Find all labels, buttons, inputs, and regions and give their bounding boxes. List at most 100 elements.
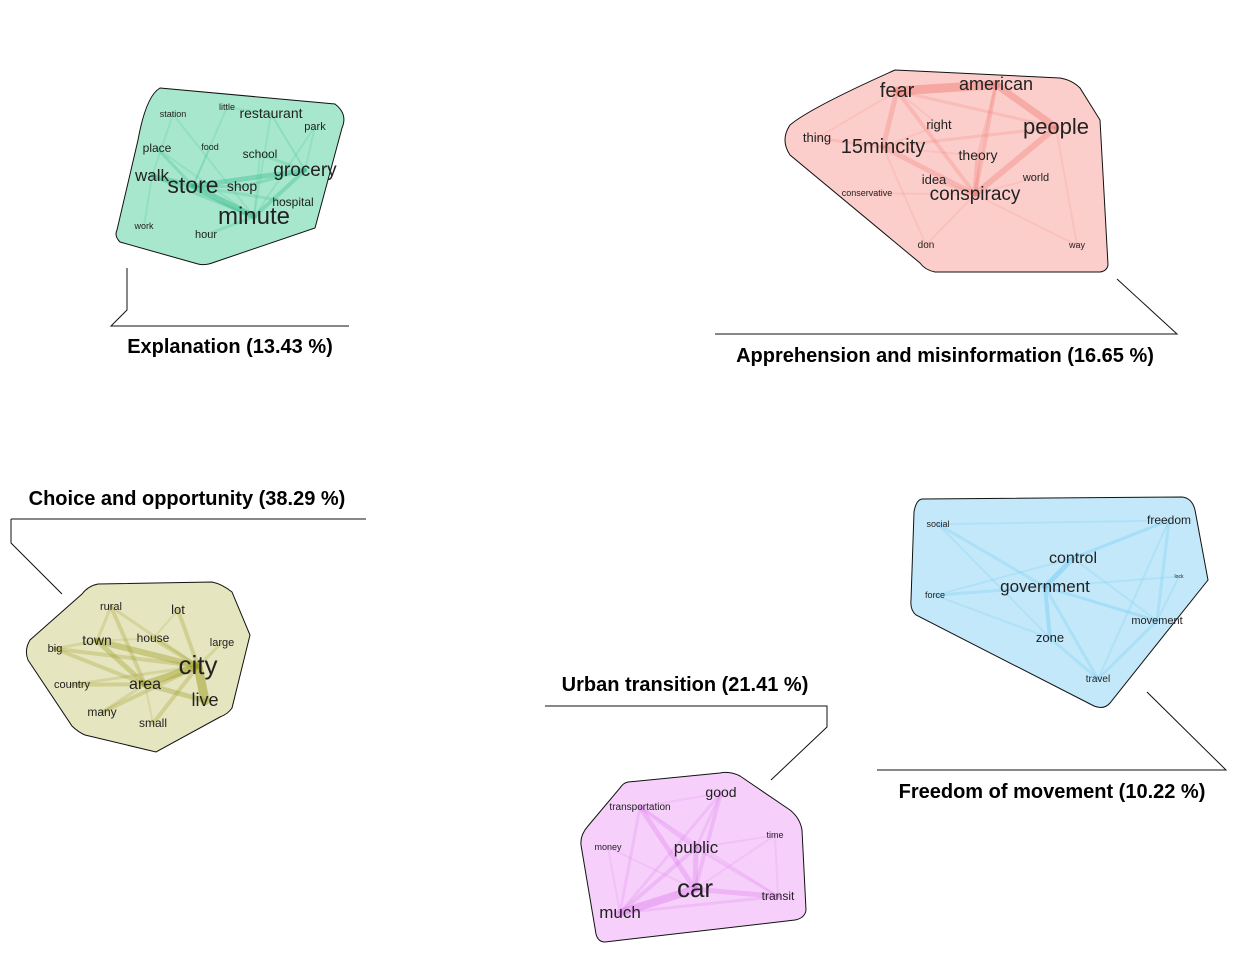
cooccurrence-edge <box>141 662 202 688</box>
cluster-title: Freedom of movement (10.22 %) <box>899 781 1206 803</box>
word-label: time <box>766 830 783 840</box>
word-label: don <box>918 240 935 251</box>
cooccurrence-edge <box>143 174 153 228</box>
cooccurrence-edge <box>815 136 885 149</box>
word-label: zone <box>1036 630 1064 645</box>
cooccurrence-edge <box>639 791 722 808</box>
cooccurrence-edge <box>933 585 1047 597</box>
cooccurrence-edge <box>192 146 211 188</box>
cooccurrence-edge <box>151 664 200 726</box>
cluster-edges <box>53 604 224 726</box>
word-label: thing <box>803 130 831 145</box>
cooccurrence-edge <box>937 519 1170 526</box>
word-label: fear <box>880 80 915 102</box>
word-label: place <box>143 141 172 155</box>
cooccurrence-edge <box>974 193 1078 247</box>
word-label: world <box>1022 172 1049 184</box>
cooccurrence-edge <box>881 125 1058 149</box>
cooccurrence-edge <box>880 88 900 150</box>
word-label: right <box>926 117 952 132</box>
word-label: control <box>1049 550 1097 567</box>
cooccurrence-edge <box>253 153 261 218</box>
cooccurrence-edge <box>1071 518 1171 560</box>
cooccurrence-edge <box>934 594 1051 640</box>
word-label: way <box>1068 240 1086 250</box>
cooccurrence-edge <box>192 106 228 188</box>
cooccurrence-edge <box>618 805 642 915</box>
cluster-freedom: social freedom control government lock force m… <box>877 496 1228 803</box>
cooccurrence-edge <box>692 886 781 899</box>
callout-line <box>545 705 828 781</box>
cooccurrence-edge <box>694 846 780 898</box>
word-label: shop <box>227 178 258 194</box>
cooccurrence-edge <box>866 192 976 196</box>
cooccurrence-edge <box>1042 555 1076 590</box>
cooccurrence-edge <box>176 608 200 669</box>
cluster-hull <box>580 771 807 943</box>
cooccurrence-edge <box>53 646 147 687</box>
cooccurrence-edge <box>109 605 200 668</box>
cooccurrence-edge <box>1055 126 1078 247</box>
cooccurrence-edge <box>96 637 154 642</box>
cooccurrence-edge <box>774 834 779 898</box>
cooccurrence-edge <box>1044 575 1180 588</box>
cluster-edges <box>815 80 1078 247</box>
cooccurrence-edge <box>974 176 1037 196</box>
word-label: school <box>243 147 278 161</box>
word-label: little <box>219 102 235 112</box>
word-label: minute <box>218 203 290 230</box>
word-label: big <box>48 643 63 655</box>
cooccurrence-edge <box>94 638 148 687</box>
cooccurrence-edge <box>144 683 154 725</box>
cooccurrence-edge <box>100 682 147 714</box>
word-label: restaurant <box>239 105 302 121</box>
cooccurrence-edge <box>992 81 1060 131</box>
word-label: country <box>54 679 91 691</box>
cooccurrence-edge <box>638 805 698 850</box>
cooccurrence-edge <box>694 834 776 891</box>
cooccurrence-edge <box>934 557 1074 597</box>
word-label: government <box>1000 577 1090 596</box>
word-label: house <box>137 631 170 645</box>
word-label: station <box>160 109 187 119</box>
word-label: transit <box>762 889 795 903</box>
word-label: much <box>599 903 641 922</box>
word-label: conspiracy <box>930 184 1021 205</box>
cluster-edges <box>607 790 781 917</box>
cluster-hull <box>115 87 345 266</box>
cooccurrence-edge <box>240 168 307 189</box>
cooccurrence-edge <box>1155 518 1171 623</box>
cooccurrence-edge <box>892 80 1001 96</box>
cooccurrence-edge <box>1156 575 1180 622</box>
cooccurrence-edge <box>1097 519 1170 680</box>
callout-line <box>715 278 1179 335</box>
cluster-title: Urban transition (21.41 %) <box>562 674 809 696</box>
cooccurrence-edge <box>226 106 272 115</box>
cooccurrence-edge <box>882 146 979 157</box>
word-label: theory <box>959 147 998 163</box>
cooccurrence-edge <box>109 604 147 687</box>
cooccurrence-edge <box>1043 585 1100 681</box>
cooccurrence-edge <box>618 845 698 915</box>
cluster-edges <box>143 106 316 237</box>
word-label: area <box>129 676 161 693</box>
cooccurrence-edge <box>693 790 723 892</box>
cooccurrence-edge <box>155 146 195 188</box>
cooccurrence-edge <box>100 664 200 715</box>
word-label: money <box>594 842 622 852</box>
cooccurrence-edge <box>151 636 200 669</box>
cooccurrence-edge <box>895 89 1058 129</box>
cooccurrence-edge <box>882 124 940 148</box>
cooccurrence-edge <box>976 83 998 158</box>
cooccurrence-edge <box>149 173 196 189</box>
cooccurrence-edge <box>895 89 977 197</box>
word-label: good <box>705 784 736 800</box>
cooccurrence-edge <box>95 605 113 643</box>
word-label: small <box>139 716 167 730</box>
word-label: store <box>167 172 218 198</box>
cooccurrence-edge <box>937 523 1051 640</box>
word-label: car <box>677 873 713 903</box>
cooccurrence-edge <box>637 804 698 892</box>
